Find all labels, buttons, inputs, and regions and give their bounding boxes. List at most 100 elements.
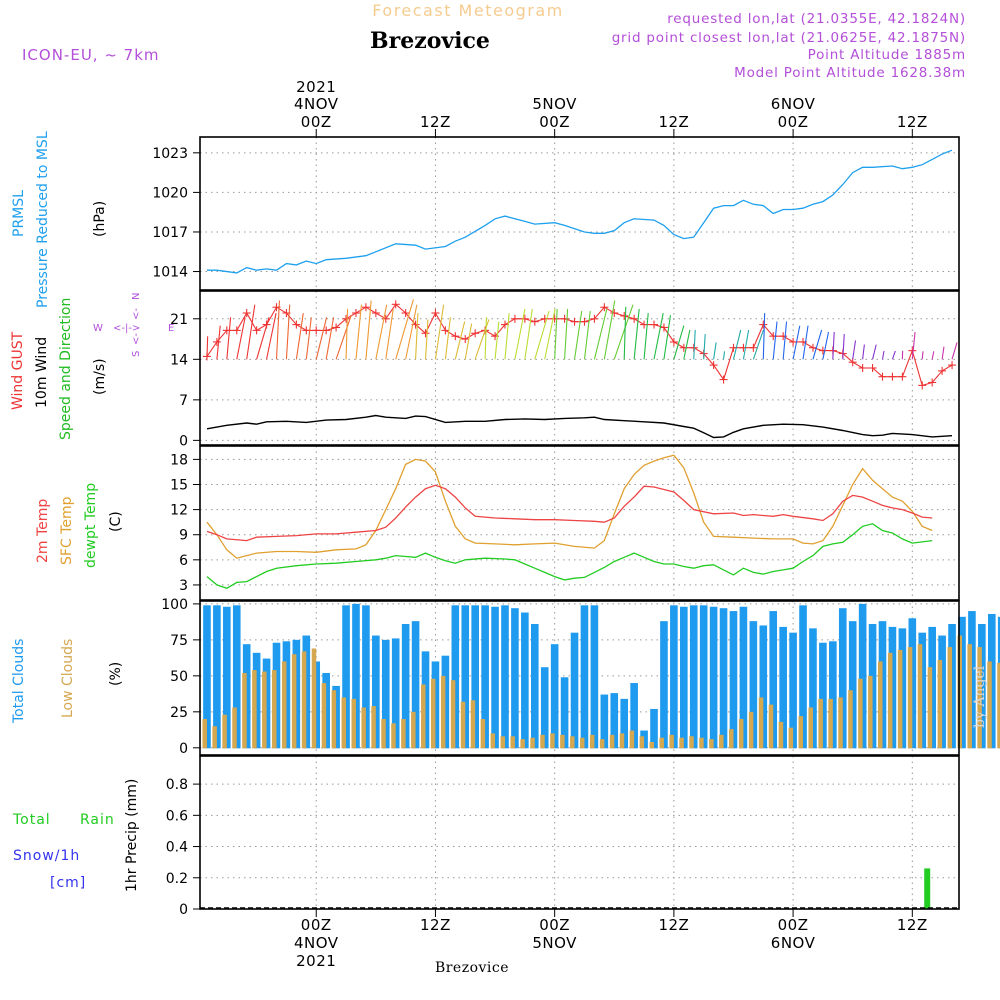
gust-marker	[948, 361, 957, 370]
wind-arrow	[802, 325, 809, 360]
grid-point-coords: grid point closest lon,lat (21.0625E, 42…	[612, 30, 966, 46]
total-cloud-bar	[809, 628, 817, 749]
wind-arrow	[554, 308, 558, 360]
total-cloud-bar	[481, 605, 489, 749]
low-cloud-bar	[699, 737, 704, 749]
x-tick-label-top: 12Z	[658, 113, 689, 131]
gust-marker	[252, 326, 261, 335]
gust-marker	[421, 329, 430, 338]
low-cloud-bar	[510, 736, 515, 749]
panel-frame-pressure	[199, 136, 960, 291]
total-cloud-bar	[312, 661, 321, 749]
total-cloud-bar	[680, 606, 688, 749]
low-cloud-bar	[709, 739, 714, 749]
low-cloud-bar	[371, 706, 376, 749]
total-cloud-bar	[650, 708, 658, 749]
wind-arrow	[693, 329, 696, 360]
gust-marker	[570, 317, 579, 326]
gust-marker	[371, 309, 380, 317]
cloud-unit: (%)	[108, 662, 124, 686]
wind-arrow	[266, 313, 277, 360]
low-cloud-bar	[341, 697, 347, 749]
temp-unit: (C)	[108, 511, 124, 532]
total-cloud-bar	[213, 605, 221, 749]
gust-marker	[580, 317, 589, 326]
y-tick-label: 1014	[152, 265, 188, 281]
gust-marker	[739, 343, 748, 352]
gridlines	[200, 137, 959, 909]
svg-text:N: N	[131, 293, 142, 300]
low-cloud-bar	[242, 672, 247, 749]
wind-arrow	[732, 329, 742, 360]
wind-arrow	[256, 317, 270, 360]
wind-arrow	[295, 313, 304, 360]
low-cloud-bar	[262, 671, 267, 749]
gust-marker	[381, 314, 390, 323]
wind-arrow	[315, 317, 328, 360]
y-tick-label: 25	[170, 705, 188, 721]
low-cloud-bar	[907, 647, 913, 749]
y-tick-labels: 1014 1017 1020 1023 0 7 14 21 3 6 9 12 15 18 0 25 50 75 10…	[152, 146, 200, 918]
low-cloud-bar	[599, 739, 605, 749]
low-cloud-bar	[520, 739, 525, 749]
low-cloud-bar	[649, 742, 655, 749]
line-marks	[202, 149, 957, 590]
pressure-labels: PRMSL Pressure Reduced to MSL (hPa)	[11, 131, 108, 308]
wind-arrow	[911, 331, 916, 360]
wind-arrow	[723, 351, 726, 360]
total-cloud-bar	[342, 605, 350, 749]
gust-marker	[471, 329, 480, 338]
gust-marker	[878, 372, 887, 381]
wind-arrow	[852, 340, 857, 360]
wind-arrow	[931, 351, 935, 360]
low-cloud-bar	[560, 734, 565, 749]
x-tick-label-bottom: 00Z	[301, 916, 332, 934]
low-cloud-bar	[291, 654, 297, 749]
gust-marker	[510, 314, 519, 323]
low-clouds-label: Low Clouds	[60, 639, 76, 718]
y-tick-label: 1017	[152, 225, 188, 241]
low-cloud-bar	[639, 736, 645, 749]
svg-text:S: S	[131, 351, 142, 357]
gust-marker	[401, 309, 410, 317]
gust-marker	[351, 309, 360, 317]
low-cloud-bar	[669, 734, 674, 749]
gust-marker	[898, 372, 907, 381]
svg-text:<-: <-	[131, 333, 142, 345]
low-cloud-bar	[828, 698, 833, 749]
wind-arrow	[792, 325, 801, 360]
low-cloud-bar	[619, 733, 625, 749]
prmsl-label: PRMSL	[11, 190, 27, 237]
wind-arrow	[951, 342, 958, 360]
temp-labels: 2m Temp SFC Temp dewpt Temp (C)	[35, 483, 124, 568]
low-cloud-bar	[252, 670, 257, 749]
wind-arrow	[474, 319, 490, 360]
total-cloud-bar	[272, 642, 281, 749]
total-cloud-bar	[530, 624, 539, 749]
wind-unit: (m/s)	[92, 358, 108, 395]
total-cloud-bar	[799, 605, 807, 749]
low-cloud-bar	[937, 660, 943, 749]
low-cloud-bar	[947, 647, 953, 749]
low-cloud-bar	[868, 675, 873, 749]
wind-arrow	[762, 313, 766, 360]
gust-marker	[600, 303, 609, 312]
total-cloud-bar	[699, 605, 708, 749]
y-tick-label: 75	[170, 633, 188, 649]
total-cloud-bar	[491, 606, 499, 749]
low-cloud-bar	[460, 701, 466, 749]
x-date-label-bottom: 5NOV	[532, 934, 577, 952]
chart-title: Forecast Meteogram	[372, 1, 563, 20]
low-cloud-bar	[570, 736, 575, 749]
bar-marks	[200, 603, 1000, 909]
wind-arrow	[653, 313, 664, 360]
wind-arrow	[752, 329, 764, 360]
y-tick-label: 21	[170, 312, 188, 328]
y-tick-label: 15	[170, 478, 188, 494]
low-cloud-bar	[758, 697, 764, 749]
watermark: by Angel	[972, 665, 988, 728]
wind-arrow	[623, 306, 627, 360]
wind-gust-line	[206, 303, 953, 387]
wind-arrow	[484, 317, 487, 360]
